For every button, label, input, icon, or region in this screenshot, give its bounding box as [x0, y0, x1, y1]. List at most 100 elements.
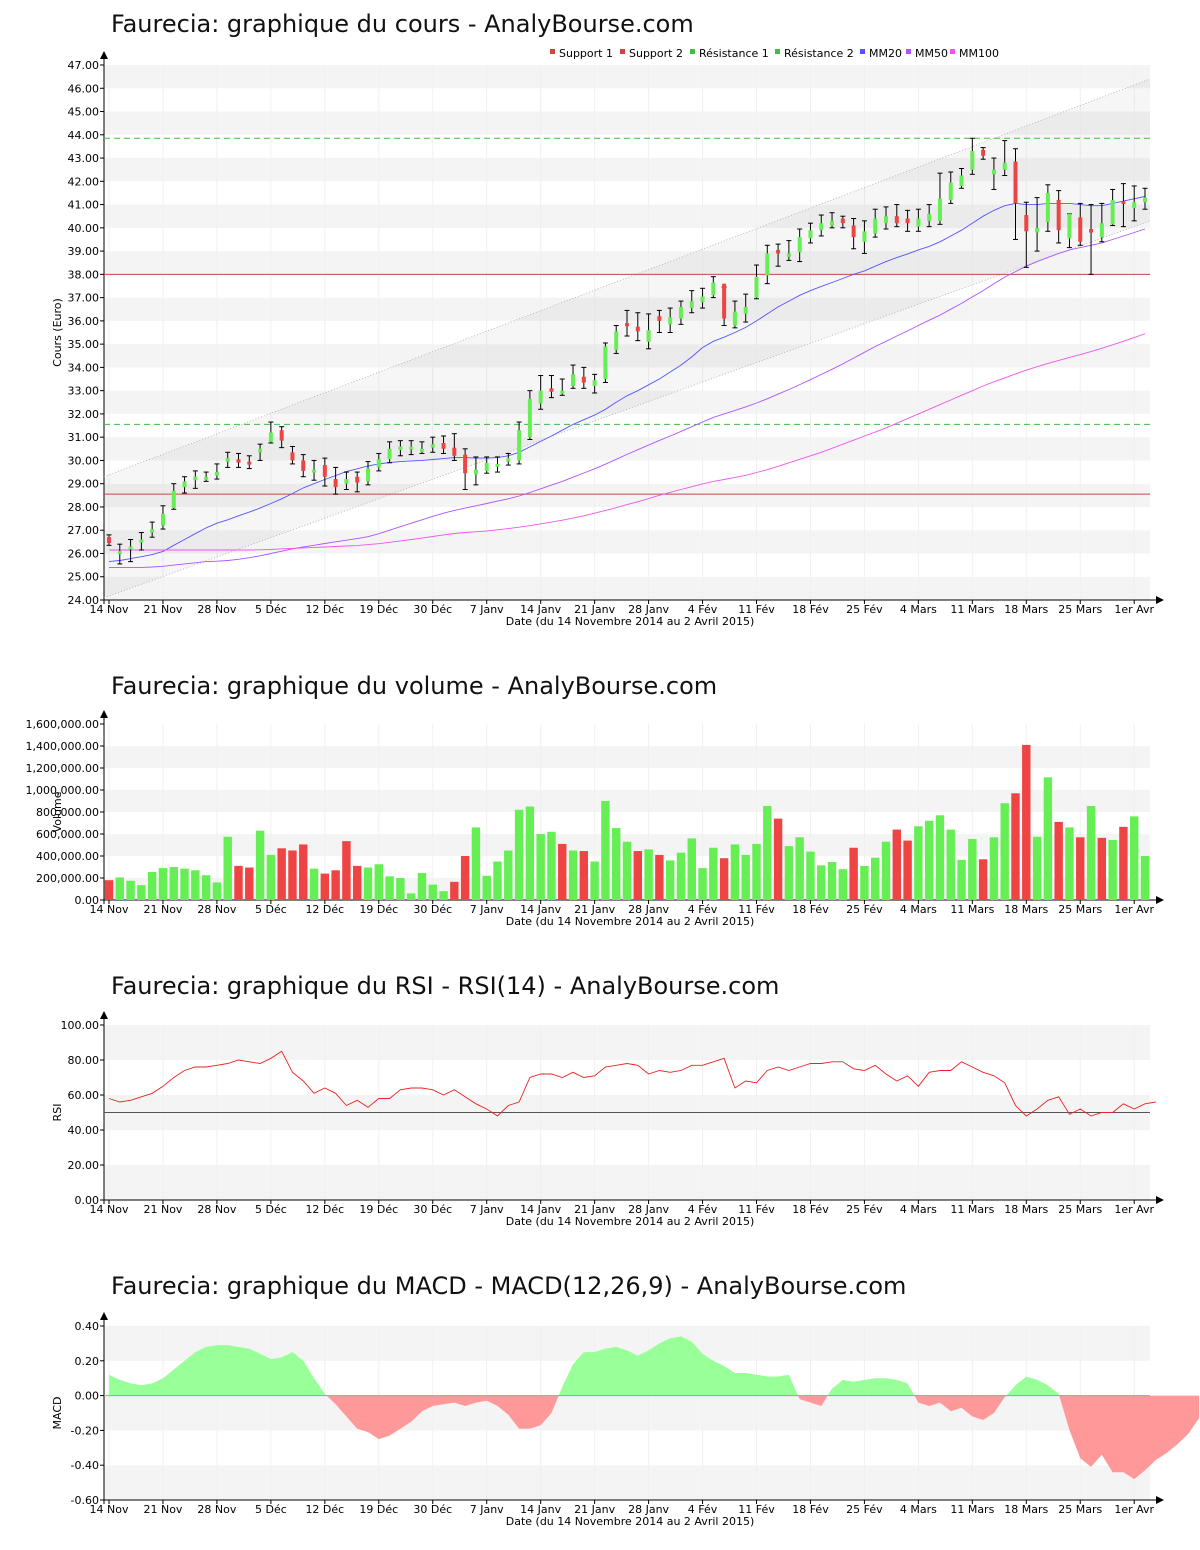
x-tick-label: 19 Déc — [359, 603, 398, 616]
volume-bar — [752, 843, 761, 900]
volume-bar — [633, 851, 643, 900]
x-tick-label: 28 Janv — [628, 1203, 669, 1216]
x-tick-label: 28 Nov — [197, 603, 236, 616]
x-tick-label: 21 Nov — [143, 603, 182, 616]
volume-bar — [611, 827, 621, 900]
x-tick-label: 7 Janv — [470, 903, 504, 916]
volume-bar — [234, 865, 243, 900]
volume-bar — [870, 857, 880, 900]
x-tick-label: 4 Mars — [900, 903, 937, 916]
candle-body — [819, 223, 824, 231]
volume-bar — [622, 841, 632, 900]
y-tick-label: 60.00 — [68, 1089, 100, 1102]
candle-body — [797, 237, 802, 253]
candle-body — [646, 330, 651, 342]
grid-band — [104, 204, 1150, 228]
volume-bar — [1097, 837, 1107, 900]
candle-body — [1002, 162, 1007, 170]
y-tick-label: 80.00 — [68, 1054, 100, 1067]
y-axis-label: Cours (Euro) — [51, 298, 64, 367]
grid-band — [104, 1430, 1150, 1466]
y-tick-label: 1,000,000.00 — [26, 784, 99, 797]
grid-band — [104, 181, 1150, 205]
volume-bar — [817, 865, 826, 900]
candle-body — [473, 469, 478, 475]
grid-band — [104, 1165, 1150, 1200]
grid-band — [104, 274, 1150, 298]
legend-swatch — [950, 49, 955, 54]
candle-body — [549, 388, 554, 392]
y-tick-label: 24.00 — [68, 594, 100, 607]
volume-bar — [730, 844, 740, 900]
volume-bar — [849, 847, 858, 900]
candle-body — [1024, 215, 1029, 232]
y-tick-label: 800,000.00 — [36, 806, 99, 819]
y-tick-label: 32.00 — [68, 408, 100, 421]
volume-bar — [471, 827, 481, 900]
volume-bar — [601, 801, 610, 900]
x-tick-label: 11 Fév — [738, 903, 775, 916]
grid-band — [104, 251, 1150, 275]
volume-bar — [709, 847, 718, 900]
volume-bar — [147, 871, 157, 900]
y-axis-label: MACD — [51, 1397, 64, 1430]
y-tick-label: 26.00 — [68, 547, 100, 560]
candle-body — [430, 444, 435, 448]
candle-body — [948, 182, 953, 200]
candle-body — [722, 283, 727, 319]
volume-bar — [914, 826, 923, 900]
candle-body — [463, 454, 468, 474]
x-tick-label: 14 Nov — [90, 1503, 129, 1516]
volume-bar — [277, 848, 286, 900]
grid-band — [104, 576, 1150, 600]
candle-body — [981, 149, 986, 156]
rsi-chart: 0.00 20.00 40.00 60.00 80.00 100.00 14 Nov 21 N… — [51, 1011, 1164, 1228]
y-tick-label: 0.40 — [75, 1320, 100, 1333]
volume-bar — [1119, 826, 1128, 900]
volume-bar — [126, 880, 135, 900]
x-axis-label: Date (du 14 Novembre 2014 au 2 Avril 201… — [506, 615, 755, 628]
grid-band — [104, 1060, 1150, 1095]
candle-body — [193, 476, 198, 481]
y-tick-label: 44.00 — [68, 129, 100, 142]
x-tick-label: 18 Fév — [792, 1203, 829, 1216]
y-tick-label: 47.00 — [68, 59, 100, 72]
volume-bar — [1054, 821, 1063, 900]
price-chart-title: Faurecia: graphique du cours - AnalyBour… — [111, 10, 694, 38]
grid-band — [104, 746, 1150, 768]
volume-bar — [255, 830, 265, 900]
volume-chart: 0.00 200,000.00 400,000.00 600,000.00 800,00… — [26, 710, 1164, 928]
x-tick-label: 11 Fév — [738, 1503, 775, 1516]
x-tick-label: 7 Janv — [470, 1203, 504, 1216]
candle-body — [1110, 199, 1115, 225]
volume-bar — [1022, 744, 1031, 900]
grid-band — [104, 111, 1150, 135]
candle-body — [711, 282, 716, 296]
grid-band — [104, 65, 1150, 89]
x-axis-label: Date (du 14 Novembre 2014 au 2 Avril 201… — [506, 1215, 755, 1228]
volume-bar — [158, 868, 168, 900]
candle-body — [182, 481, 187, 488]
legend-label: Support 2 — [629, 47, 683, 60]
x-tick-label: 18 Fév — [792, 903, 829, 916]
legend-swatch — [620, 49, 625, 54]
grid-band — [104, 1130, 1150, 1165]
volume-bar — [1108, 840, 1117, 900]
x-tick-label: 28 Janv — [628, 603, 669, 616]
x-tick-label: 28 Janv — [628, 903, 669, 916]
x-tick-label: 4 Fév — [688, 1503, 718, 1516]
candle-body — [1013, 161, 1018, 204]
x-tick-label: 21 Nov — [143, 1203, 182, 1216]
x-tick-label: 25 Fév — [846, 903, 883, 916]
candle-body — [830, 220, 835, 226]
x-tick-label: 30 Déc — [413, 603, 452, 616]
y-tick-label: 40.00 — [68, 222, 100, 235]
candle-body — [884, 216, 888, 224]
volume-bar — [1086, 805, 1096, 900]
candle-body — [279, 430, 284, 441]
x-tick-label: 5 Déc — [255, 1503, 287, 1516]
y-axis-arrow — [100, 51, 108, 59]
volume-bar — [320, 873, 330, 900]
x-tick-label: 5 Déc — [255, 1203, 287, 1216]
grid-band — [104, 367, 1150, 391]
